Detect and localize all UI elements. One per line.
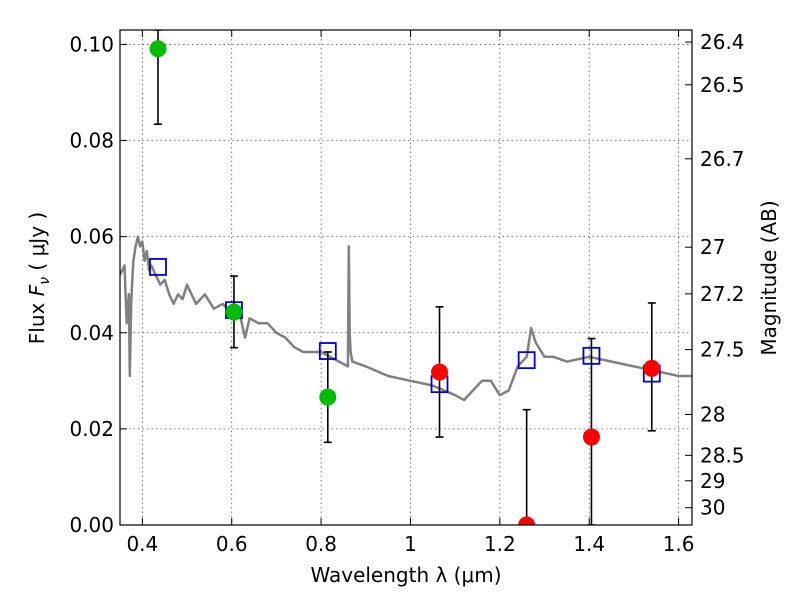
observed-flux-point	[518, 516, 536, 525]
y-axis-title: Flux Fν ( μJy )	[25, 212, 53, 344]
y-axis-title-prefix: Flux	[25, 296, 49, 344]
x-axis-title: Wavelength λ (μm)	[310, 563, 501, 587]
axis-ticks: 0.4 0.6 0.8 1 1.2 1.4 1.6 0.00 0.02 0.04 0.06 0.08 0…	[69, 30, 745, 556]
y2-tick-label: 26.5	[700, 73, 745, 97]
y2-tick-label: 27.2	[700, 282, 745, 306]
x-tick-label: 1	[404, 532, 417, 556]
y2-tick-label: 28.5	[700, 443, 745, 467]
observed-flux-point	[582, 428, 600, 446]
observed-flux-point	[431, 363, 449, 381]
y2-tick-label: 28	[700, 402, 725, 426]
y-tick-label: 0.06	[69, 225, 114, 249]
model-flux-square	[149, 258, 167, 276]
x-tick-label: 1.4	[573, 532, 605, 556]
y2-tick-label: 30	[700, 496, 725, 520]
x-tick-label: 0.8	[305, 532, 337, 556]
plot-frame	[119, 29, 693, 526]
observed-flux-point	[643, 359, 661, 377]
grid	[120, 30, 692, 526]
series-group	[120, 30, 692, 525]
y-tick-label: 0.10	[69, 32, 114, 56]
x-tick-label: 0.6	[216, 532, 248, 556]
y2-tick-label: 27.5	[700, 338, 745, 362]
observed-flux-point	[225, 303, 243, 321]
y2-tick-label: 26.7	[700, 147, 745, 171]
y-tick-label: 0.00	[69, 513, 114, 537]
observed-flux-point	[319, 388, 337, 406]
plot-area	[120, 30, 692, 525]
y-tick-label: 0.08	[69, 129, 114, 153]
y2-tick-label: 26.4	[700, 30, 745, 54]
y-tick-label: 0.04	[69, 321, 114, 345]
x-tick-label: 0.4	[126, 532, 158, 556]
y-tick-label: 0.02	[69, 417, 114, 441]
model-spectrum-line	[120, 235, 692, 402]
x-tick-label: 1.6	[663, 532, 695, 556]
y2-axis-title: Magnitude (AB)	[757, 200, 781, 355]
y-axis-title-suffix: ( μJy )	[25, 212, 49, 277]
y2-tick-label: 27	[700, 235, 725, 259]
observed-flux-point	[149, 40, 167, 58]
model-flux-square	[517, 351, 536, 370]
y-axis-title-symbol: F	[25, 284, 49, 296]
y2-tick-label: 29	[700, 469, 725, 493]
y-axis-title-subscript: ν	[37, 277, 53, 285]
x-tick-label: 1.2	[484, 532, 516, 556]
